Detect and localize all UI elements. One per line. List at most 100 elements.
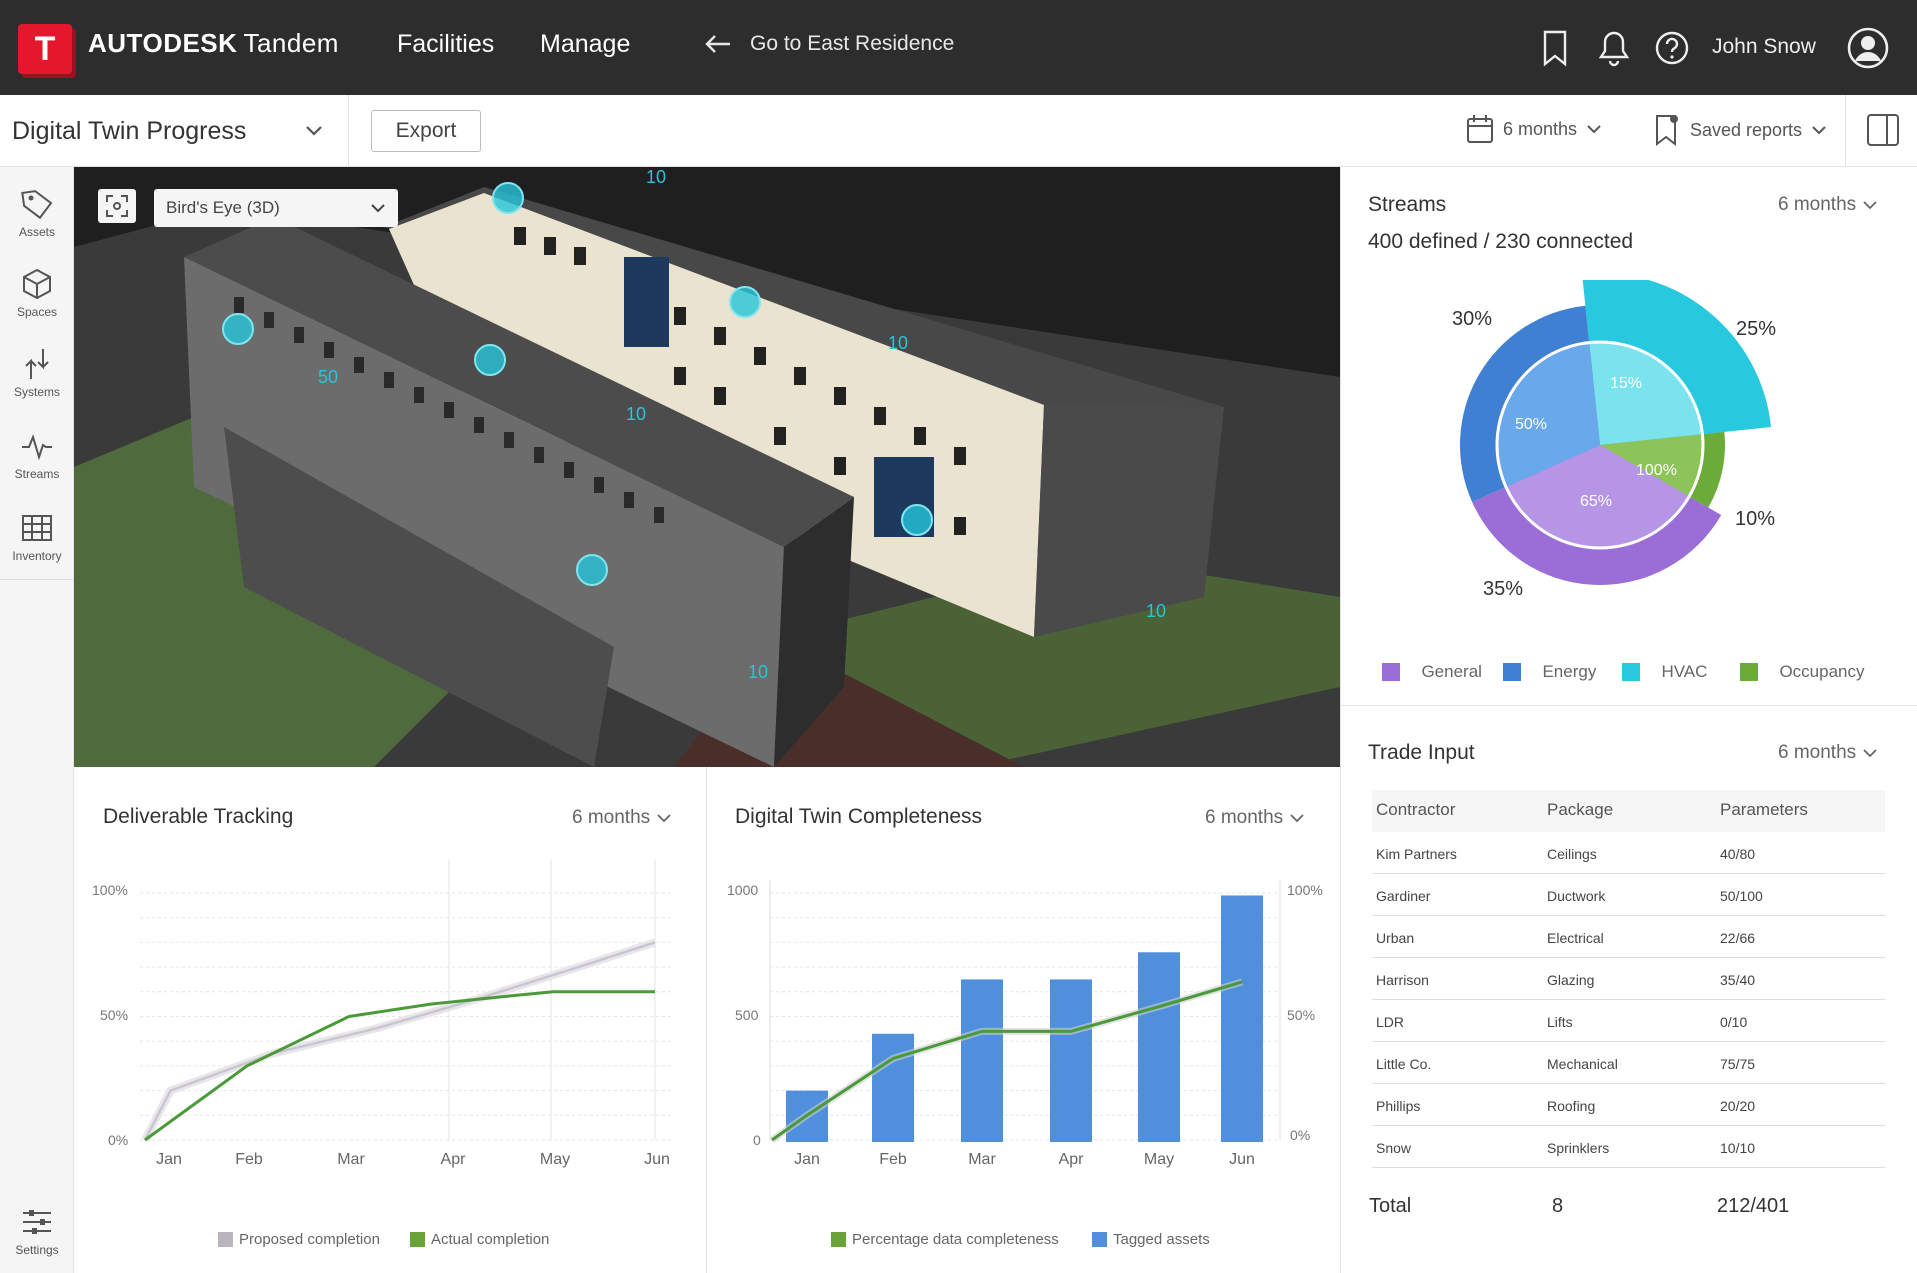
systems-icon: [25, 349, 49, 379]
rail-item-settings[interactable]: Settings: [0, 1205, 74, 1257]
x-tick-label: May: [1144, 1151, 1174, 1168]
bar[interactable]: [872, 1033, 914, 1142]
streams-title: Streams: [1368, 193, 1447, 216]
streams-period-filter[interactable]: 6 months: [1778, 194, 1878, 216]
nav-facilities[interactable]: Facilities: [397, 30, 495, 58]
x-tick-label: Mar: [337, 1151, 365, 1168]
streams-summary: 400 defined / 230 connected: [1368, 230, 1634, 253]
settings-sliders-icon: [23, 1210, 51, 1234]
export-button[interactable]: Export: [371, 110, 481, 152]
bar[interactable]: [961, 979, 1003, 1142]
period-filter[interactable]: 6 months: [1465, 113, 1603, 145]
rail-label: Inventory: [12, 549, 62, 563]
rail-label: Spaces: [16, 305, 58, 319]
completeness-period-filter[interactable]: 6 months: [1205, 807, 1305, 829]
table-row[interactable]: Urban Electrical 22/66: [1372, 916, 1885, 958]
total-count: 8: [1552, 1195, 1564, 1217]
legend-item-actual: Actual completion: [410, 1231, 549, 1248]
rail-item-inventory[interactable]: Inventory: [0, 511, 74, 563]
legend-swatch: [1740, 663, 1758, 681]
cell-package: Ceilings: [1547, 846, 1597, 862]
back-link[interactable]: Go to East Residence: [704, 32, 954, 56]
col-header-package[interactable]: Package: [1547, 800, 1614, 819]
table-row[interactable]: Kim Partners Ceilings 40/80: [1372, 832, 1885, 874]
rail-label: Systems: [13, 385, 60, 399]
chevron-down-icon: [1812, 126, 1826, 135]
rail-item-spaces[interactable]: Spaces: [0, 267, 74, 319]
cell-contractor: Phillips: [1376, 1098, 1421, 1114]
period-label: 6 months: [1778, 194, 1857, 215]
table-row[interactable]: Phillips Roofing 20/20: [1372, 1084, 1885, 1126]
trade-title: Trade Input: [1368, 741, 1475, 764]
panel-toggle-icon[interactable]: [1866, 113, 1900, 147]
brand-company: AUTODESK: [88, 28, 238, 58]
bell-icon[interactable]: [1596, 28, 1632, 68]
pie-inner-label: 15%: [1610, 375, 1643, 392]
legend-label: Percentage data completeness: [852, 1231, 1059, 1248]
user-name[interactable]: John Snow: [1712, 35, 1816, 58]
cell-package: Glazing: [1547, 972, 1595, 988]
deliverable-period-filter[interactable]: 6 months: [572, 807, 672, 829]
legend-label: Actual completion: [431, 1231, 550, 1248]
user-avatar-icon[interactable]: [1846, 26, 1890, 70]
fit-view-button[interactable]: [98, 189, 136, 223]
rail-label: Settings: [15, 1243, 59, 1257]
streams-pie-chart[interactable]: [1440, 280, 1780, 610]
top-bar: T AUTODESK Tandem Facilities Manage Go to…: [0, 0, 1917, 95]
marker-label: 10: [1146, 601, 1167, 621]
toolbar-divider: [348, 95, 349, 167]
x-tick-label: Jun: [1229, 1151, 1255, 1168]
y-tick: 100%: [92, 882, 128, 898]
cell-contractor: Little Co.: [1376, 1056, 1432, 1072]
toolbar-divider: [1845, 95, 1846, 167]
bar[interactable]: [1050, 979, 1092, 1142]
legend-label: General: [1421, 662, 1482, 681]
legend-swatch: [1382, 663, 1400, 681]
panel-divider: [1340, 167, 1341, 1273]
cell-parameters: 10/10: [1720, 1140, 1756, 1156]
legend-label: HVAC: [1661, 662, 1708, 681]
bar[interactable]: [1138, 952, 1180, 1142]
trade-period-filter[interactable]: 6 months: [1778, 742, 1878, 764]
y-right-tick: 50%: [1287, 1007, 1316, 1023]
chevron-down-icon: [1290, 814, 1304, 823]
calendar-icon: [1467, 115, 1493, 143]
rail-label: Streams: [14, 467, 60, 481]
y-tick: 0%: [108, 1132, 129, 1148]
bar[interactable]: [1221, 895, 1263, 1142]
tandem-logo[interactable]: T: [18, 24, 72, 74]
rail-item-systems[interactable]: Systems: [0, 347, 74, 399]
cell-contractor: Harrison: [1376, 972, 1429, 988]
total-params: 212/401: [1717, 1195, 1790, 1217]
period-label: 6 months: [1778, 742, 1857, 763]
cell-parameters: 40/80: [1720, 846, 1756, 862]
rail-item-assets[interactable]: Assets: [0, 187, 74, 239]
table-row[interactable]: Gardiner Ductwork 50/100: [1372, 874, 1885, 916]
table-row[interactable]: LDR Lifts 0/10: [1372, 1000, 1885, 1042]
view-mode-select[interactable]: Bird's Eye (3D): [154, 189, 398, 227]
model-viewer[interactable]: 10 10 50 10 10 10 Bird's Eye (3D): [74, 167, 1340, 767]
building-model[interactable]: [74, 167, 1340, 767]
saved-reports-label: Saved reports: [1690, 119, 1803, 140]
col-header-parameters[interactable]: Parameters: [1720, 800, 1808, 819]
marker-label: 10: [626, 404, 647, 424]
table-row[interactable]: Little Co. Mechanical 75/75: [1372, 1042, 1885, 1084]
marker-label: 10: [888, 333, 909, 353]
table-row[interactable]: Snow Sprinklers 10/10: [1372, 1126, 1885, 1168]
nav-manage[interactable]: Manage: [540, 30, 631, 58]
chevron-down-icon[interactable]: [304, 123, 324, 139]
report-title[interactable]: Digital Twin Progress: [12, 117, 247, 145]
saved-reports-dropdown[interactable]: Saved reports: [1652, 113, 1828, 147]
legend-swatch: [1092, 1232, 1107, 1247]
legend-item-tagged: Tagged assets: [1092, 1231, 1210, 1248]
legend-item-proposed: Proposed completion: [218, 1231, 380, 1248]
rail-item-streams[interactable]: Streams: [0, 429, 74, 481]
panel-divider: [1341, 705, 1917, 706]
col-header-contractor[interactable]: Contractor: [1376, 800, 1456, 819]
panel-divider: [706, 767, 707, 1273]
table-row[interactable]: Harrison Glazing 35/40: [1372, 958, 1885, 1000]
help-icon[interactable]: [1654, 28, 1690, 68]
bookmark-icon[interactable]: [1537, 28, 1573, 68]
pie-inner-label: 50%: [1515, 416, 1548, 433]
